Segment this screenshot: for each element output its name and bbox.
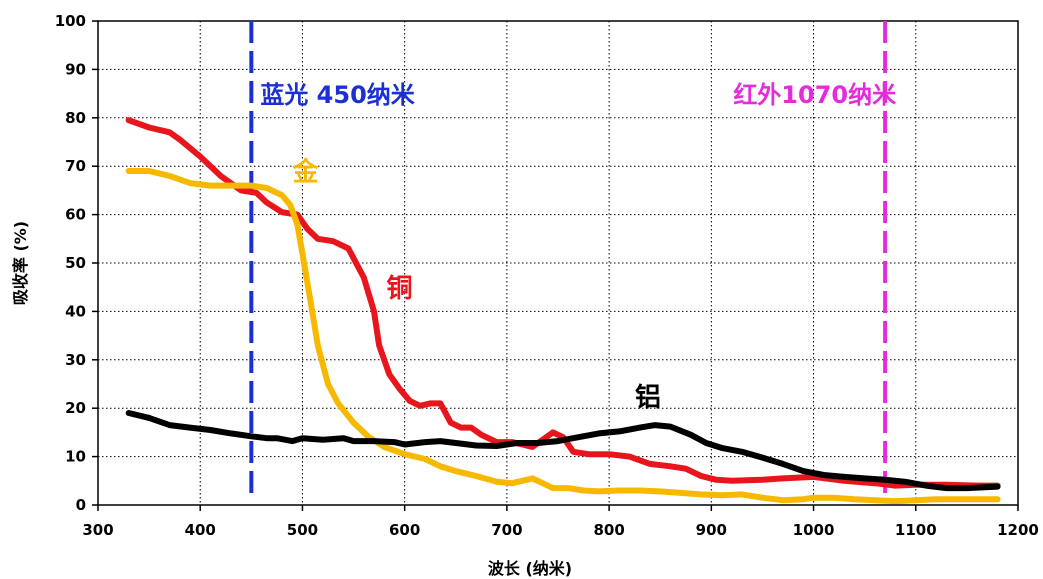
x-tick-label: 700: [491, 521, 522, 539]
reference-lines: 蓝光 450纳米 红外1070纳米: [249, 21, 896, 493]
reference-line-label: 红外1070纳米: [733, 81, 896, 109]
series-label: 铝: [635, 383, 661, 413]
y-axis-ticks: 0 10 20 30 40 50 60 70 80 90 100: [55, 12, 98, 514]
annotations: 金铜铝: [292, 157, 661, 413]
y-axis-title: 吸收率 (%): [11, 221, 30, 305]
y-tick-label: 10: [65, 448, 86, 466]
x-tick-label: 1200: [997, 521, 1039, 539]
x-tick-label: 500: [287, 521, 318, 539]
x-tick-label: 1100: [895, 521, 937, 539]
x-tick-label: 600: [389, 521, 420, 539]
x-axis-title: 波长 (纳米): [488, 559, 572, 578]
x-axis-ticks: 300 400 500 600 700 800 900 1000 1100 1200: [82, 505, 1039, 539]
reference-line-label: 蓝光 450纳米: [260, 81, 414, 109]
x-tick-label: 400: [185, 521, 216, 539]
y-tick-label: 60: [65, 206, 86, 224]
series-line: [125, 117, 1001, 489]
series-line: [125, 168, 1001, 505]
y-tick-label: 20: [65, 399, 86, 417]
series-line: [125, 410, 1001, 492]
x-tick-label: 900: [696, 521, 727, 539]
y-tick-label: 0: [76, 496, 86, 514]
series-label: 铜: [387, 274, 413, 304]
y-tick-label: 100: [55, 12, 86, 30]
y-tick-label: 50: [65, 254, 86, 272]
y-tick-label: 80: [65, 109, 86, 127]
series-label: 金: [292, 157, 320, 188]
y-tick-label: 40: [65, 302, 86, 320]
y-tick-label: 70: [65, 157, 86, 175]
y-tick-label: 90: [65, 60, 86, 78]
x-tick-label: 300: [82, 521, 113, 539]
x-tick-label: 1000: [793, 521, 835, 539]
x-tick-label: 800: [593, 521, 624, 539]
y-tick-label: 30: [65, 351, 86, 369]
series-lines: [125, 117, 1001, 505]
